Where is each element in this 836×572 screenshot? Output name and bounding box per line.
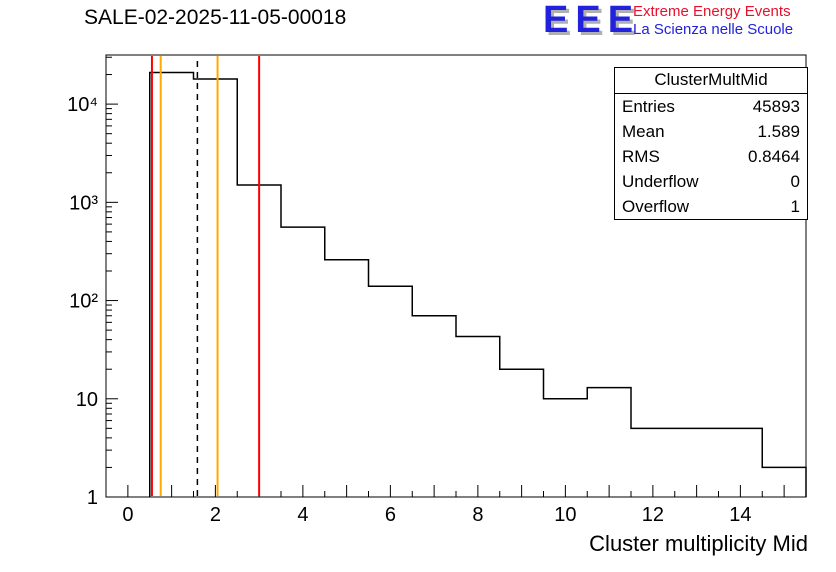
logo-line1: Extreme Energy Events [633,3,791,20]
y-tick-label: 10² [69,291,98,313]
stats-label: Overflow [622,197,690,216]
y-axis-ticks [106,56,118,498]
x-tick-label: 14 [729,504,751,526]
page-title: SALE-02-2025-11-05-00018 [84,6,347,29]
stats-value: 1 [790,197,800,216]
x-tick-label: 8 [472,504,483,526]
histogram-line [149,71,807,497]
stats-value: 1.589 [757,122,800,141]
x-tick-label: 6 [385,504,396,526]
stats-row-rms: RMS 0.8464 [615,144,807,169]
x-tick-label: 10 [554,504,576,526]
x-tick-label: 2 [210,504,221,526]
stats-label: Mean [622,122,665,141]
x-axis-ticks [127,485,785,497]
stats-label: Entries [622,97,675,116]
x-tick-label: 4 [297,504,308,526]
stats-box-title: ClusterMultMid [615,68,807,94]
x-tick-label: 0 [122,504,133,526]
stats-row-mean: Mean 1.589 [615,119,807,144]
y-tick-label: 10 [76,389,98,411]
stats-value: 0 [790,172,800,191]
stats-row-entries: Entries 45893 [615,94,807,119]
stats-label: Underflow [622,172,699,191]
logo-line2: La Scienza nelle Scuole [633,21,794,38]
plot-frame [105,54,807,498]
x-axis-title: Cluster multiplicity Mid [589,531,808,556]
stats-value: 0.8464 [748,147,800,166]
logo-lines: Extreme Energy Events La Scienza nelle S… [633,3,793,39]
y-tick-label: 10⁴ [67,94,98,116]
stats-value: 45893 [752,97,800,116]
y-tick-label: 10³ [69,192,98,214]
stats-row-overflow: Overflow 1 [615,194,807,219]
logo-acronym: EEE [543,0,641,41]
stats-box: ClusterMultMid Entries 45893 Mean 1.589 … [614,67,808,220]
y-tick-label: 1 [87,487,98,509]
x-tick-label: 12 [642,504,664,526]
stats-label: RMS [622,147,660,166]
stats-row-underflow: Underflow 0 [615,169,807,194]
